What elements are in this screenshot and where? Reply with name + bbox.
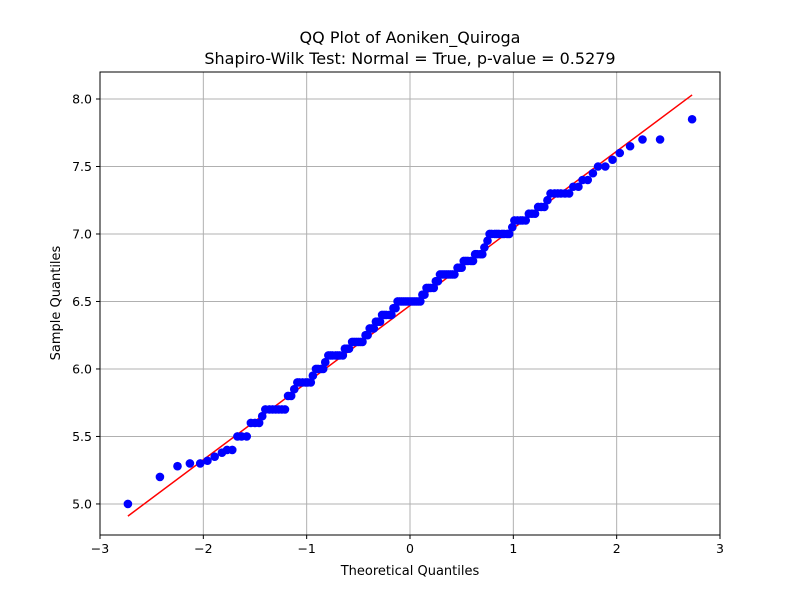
- data-point: [638, 135, 647, 144]
- data-point: [363, 330, 372, 340]
- data-point: [416, 297, 425, 306]
- data-point: [588, 168, 598, 178]
- x-axis-label: Theoretical Quantiles: [340, 564, 480, 579]
- x-tick-label: 3: [716, 541, 724, 556]
- data-point: [289, 384, 299, 394]
- data-point: [254, 418, 264, 428]
- data-point: [280, 405, 290, 414]
- data-point: [420, 290, 429, 300]
- data-point: [210, 452, 219, 462]
- x-tick-label: −1: [297, 541, 315, 556]
- y-tick-label: 5.0: [72, 496, 92, 511]
- x-tick-label: −3: [91, 541, 109, 556]
- data-point: [195, 459, 205, 468]
- x-axis-ticks: −3 −2 −1 0 1 2 3: [91, 535, 724, 556]
- x-tick-label: 2: [613, 541, 621, 556]
- data-point: [344, 344, 354, 354]
- data-point: [504, 229, 514, 239]
- data-point: [564, 189, 574, 198]
- data-point: [450, 270, 459, 279]
- data-point: [286, 391, 296, 401]
- data-point: [583, 175, 593, 185]
- data-point: [185, 459, 195, 468]
- data-point: [540, 202, 549, 212]
- data-point: [369, 324, 379, 333]
- data-point: [203, 456, 212, 466]
- data-point: [433, 276, 443, 286]
- data-point: [457, 263, 466, 273]
- x-tick-label: 0: [406, 541, 414, 556]
- y-tick-label: 7.0: [72, 226, 92, 241]
- data-point: [601, 162, 610, 171]
- data-point: [387, 310, 396, 320]
- y-tick-label: 7.5: [72, 159, 92, 174]
- data-point: [429, 283, 439, 293]
- data-point: [483, 236, 492, 246]
- data-point: [530, 209, 540, 219]
- data-point: [227, 445, 237, 455]
- y-tick-label: 8.0: [72, 91, 92, 106]
- data-point: [468, 256, 478, 266]
- x-tick-label: 1: [509, 541, 517, 556]
- data-point: [521, 216, 531, 225]
- data-point: [543, 195, 552, 205]
- data-point: [574, 182, 583, 192]
- data-point: [358, 337, 367, 347]
- data-point: [318, 364, 328, 374]
- y-axis-ticks: 5.0 5.5 6.0 6.5 7.0 7.5 8.0: [72, 91, 100, 511]
- data-point: [257, 411, 267, 421]
- data-point: [155, 472, 165, 482]
- data-point: [608, 155, 617, 165]
- data-point: [480, 243, 489, 252]
- data-point: [308, 371, 318, 381]
- data-point: [320, 357, 330, 367]
- data-point: [173, 461, 182, 471]
- y-tick-label: 6.0: [72, 361, 92, 376]
- data-points: [123, 114, 697, 509]
- y-tick-label: 5.5: [72, 429, 92, 444]
- data-point: [338, 351, 348, 360]
- data-point: [391, 303, 400, 313]
- chart-title-line1: QQ Plot of Aoniken_Quiroga: [300, 28, 521, 48]
- data-point: [593, 162, 603, 171]
- y-tick-label: 6.5: [72, 294, 92, 309]
- x-tick-label: −2: [194, 541, 212, 556]
- data-point: [615, 148, 625, 158]
- data-point: [655, 135, 665, 144]
- data-point: [508, 222, 517, 232]
- chart-title-line2: Shapiro-Wilk Test: Normal = True, p-valu…: [204, 49, 615, 68]
- data-point: [687, 114, 697, 124]
- data-point: [242, 432, 252, 441]
- y-axis-label: Sample Quantiles: [49, 245, 64, 360]
- data-point: [375, 317, 385, 327]
- data-point: [306, 378, 316, 387]
- data-point: [625, 141, 635, 151]
- data-point: [123, 499, 133, 509]
- data-point: [478, 249, 487, 259]
